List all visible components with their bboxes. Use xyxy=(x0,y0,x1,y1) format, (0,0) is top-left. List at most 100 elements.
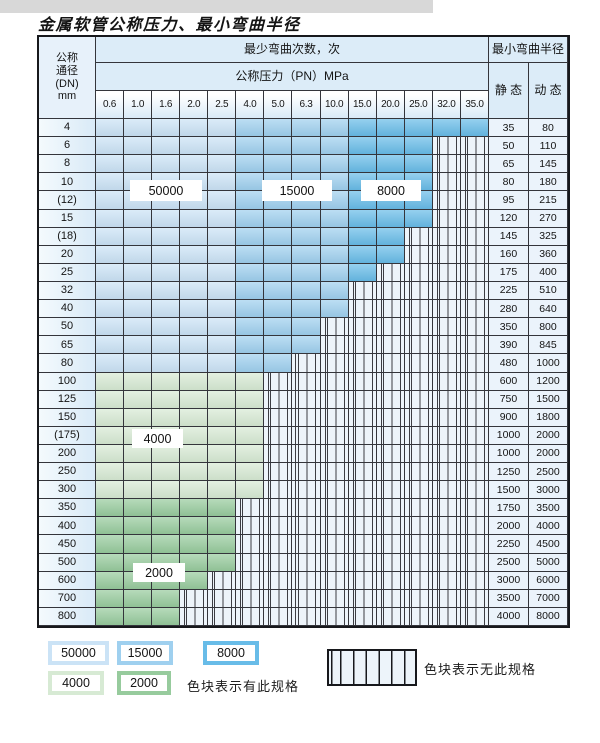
no-spec-cell xyxy=(236,535,265,554)
spec-cell xyxy=(124,481,153,500)
dynamic-value: 215 xyxy=(528,191,568,210)
spec-cell xyxy=(292,263,321,282)
dn-cell: 250 xyxy=(39,463,96,482)
no-spec-cell xyxy=(320,426,349,445)
no-spec-cell xyxy=(264,408,293,427)
spec-cell xyxy=(96,517,125,536)
spec-cell xyxy=(180,408,209,427)
spec-cell xyxy=(236,227,265,246)
no-spec-cell xyxy=(460,137,489,156)
no-spec-cell xyxy=(404,463,433,482)
dn-cell: 80 xyxy=(39,354,96,373)
spec-cell xyxy=(292,318,321,337)
static-value: 160 xyxy=(488,245,529,264)
no-spec-cell xyxy=(320,535,349,554)
spec-cell xyxy=(208,444,237,464)
spec-cell xyxy=(404,155,433,174)
dn-cell: 10 xyxy=(39,173,96,192)
spec-cell xyxy=(320,137,349,156)
dn-cell: 500 xyxy=(39,553,96,572)
spec-cell xyxy=(180,318,209,337)
dynamic-value: 8000 xyxy=(528,607,568,626)
spec-cell xyxy=(124,245,153,264)
pressure-header: 公称压力（PN）MPa xyxy=(96,63,489,91)
spec-cell xyxy=(404,137,433,156)
no-spec-cell xyxy=(320,318,349,337)
cycles-label-50000: 50000 xyxy=(130,180,202,201)
no-spec-cell xyxy=(432,354,461,373)
legend-swatch-50000: 50000 xyxy=(48,641,109,665)
no-spec-cell xyxy=(404,535,433,554)
dn-cell: 300 xyxy=(39,481,96,500)
no-spec-cell xyxy=(460,517,489,536)
no-spec-cell xyxy=(460,444,489,464)
cycles-label-4000: 4000 xyxy=(132,429,183,448)
no-spec-cell xyxy=(432,209,461,228)
spec-cell xyxy=(208,517,237,536)
pn-tick: 5.0 xyxy=(264,91,293,119)
no-spec-cell xyxy=(376,444,405,464)
spec-cell xyxy=(180,372,209,391)
spec-cell xyxy=(292,137,321,156)
no-spec-cell xyxy=(292,481,321,500)
static-value: 1000 xyxy=(488,426,529,445)
spec-cell xyxy=(180,263,209,282)
no-spec-cell xyxy=(432,517,461,536)
cycles-label-2000: 2000 xyxy=(133,563,185,582)
spec-cell xyxy=(320,281,349,301)
no-spec-cell xyxy=(292,463,321,482)
spec-cell xyxy=(152,281,181,301)
spec-cell xyxy=(96,372,125,391)
page-edge-strip xyxy=(0,0,433,13)
spec-cell xyxy=(208,408,237,427)
no-spec-cell xyxy=(432,426,461,445)
no-spec-cell xyxy=(432,191,461,210)
legend-swatch-2000-label: 2000 xyxy=(121,675,167,691)
dn-cell: 400 xyxy=(39,517,96,536)
dynamic-value: 3500 xyxy=(528,499,568,518)
no-spec-cell xyxy=(348,408,377,427)
no-spec-cell xyxy=(460,499,489,518)
no-spec-cell xyxy=(432,263,461,282)
spec-cell xyxy=(320,263,349,282)
spec-cell xyxy=(320,155,349,174)
spec-cell xyxy=(124,408,153,427)
spec-cell xyxy=(208,227,237,246)
spec-cell xyxy=(236,426,265,445)
no-spec-cell xyxy=(348,318,377,337)
no-spec-cell xyxy=(404,318,433,337)
dynamic-value: 2000 xyxy=(528,426,568,445)
dynamic-value: 360 xyxy=(528,245,568,264)
spec-cell xyxy=(348,209,377,228)
spec-cell xyxy=(208,463,237,482)
spec-cell xyxy=(152,137,181,156)
spec-cell xyxy=(96,589,125,608)
no-spec-cell xyxy=(376,607,405,626)
no-spec-cell xyxy=(320,390,349,409)
static-value: 3000 xyxy=(488,571,529,590)
spec-cell xyxy=(96,463,125,482)
spec-cell xyxy=(264,137,293,156)
spec-cell xyxy=(348,263,377,282)
spec-cell xyxy=(124,155,153,174)
no-spec-cell xyxy=(348,336,377,355)
spec-cell xyxy=(124,354,153,373)
no-spec-cell xyxy=(236,517,265,536)
spec-cell xyxy=(96,444,125,464)
spec-cell xyxy=(376,227,405,246)
dynamic-value: 1500 xyxy=(528,390,568,409)
spec-cell xyxy=(236,481,265,500)
spec-cell xyxy=(124,281,153,301)
spec-cell xyxy=(152,607,181,626)
no-spec-cell xyxy=(264,571,293,590)
dynamic-value: 800 xyxy=(528,318,568,337)
dn-cell: (18) xyxy=(39,227,96,246)
no-spec-cell xyxy=(320,408,349,427)
no-spec-cell xyxy=(292,535,321,554)
dn-cell: 800 xyxy=(39,607,96,626)
spec-cell xyxy=(208,155,237,174)
no-spec-cell xyxy=(320,336,349,355)
no-spec-cell xyxy=(348,300,377,319)
spec-cell xyxy=(96,281,125,301)
spec-cell xyxy=(236,390,265,409)
